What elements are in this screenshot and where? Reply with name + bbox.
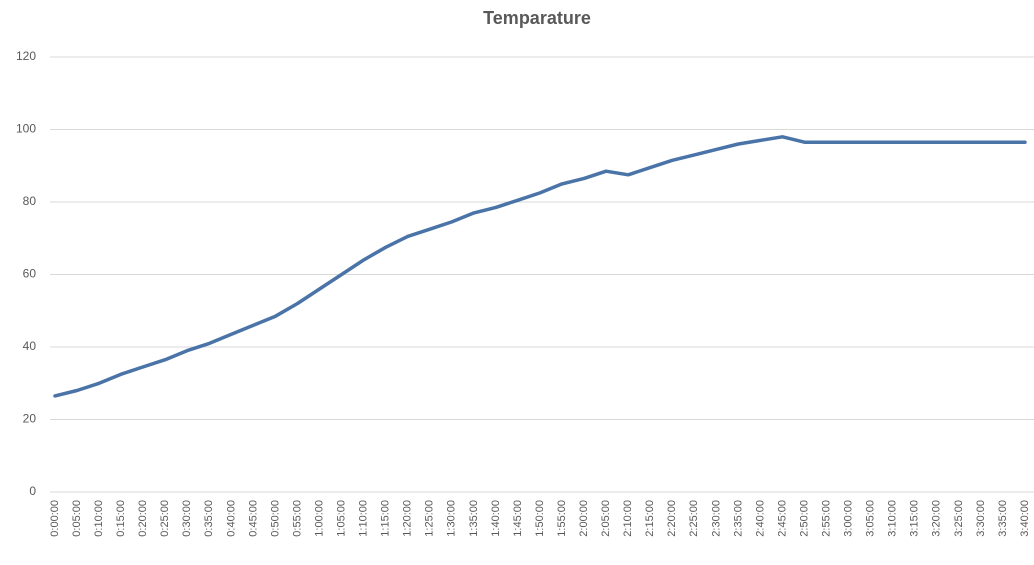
x-tick-label: 0:40:00 <box>225 500 237 537</box>
y-tick-label: 120 <box>16 49 36 63</box>
x-tick-label: 1:25:00 <box>424 500 436 537</box>
x-tick-label: 2:55:00 <box>820 500 832 537</box>
x-tick-label: 1:35:00 <box>468 500 480 537</box>
x-tick-label: 3:10:00 <box>887 500 899 537</box>
x-tick-label: 2:10:00 <box>622 500 634 537</box>
x-tick-label: 2:45:00 <box>776 500 788 537</box>
x-tick-label: 0:00:00 <box>49 500 61 537</box>
x-tick-label: 2:50:00 <box>798 500 810 537</box>
x-tick-label: 3:40:00 <box>1019 500 1031 537</box>
x-tick-label: 2:25:00 <box>688 500 700 537</box>
x-tick-label: 3:35:00 <box>997 500 1009 537</box>
x-tick-label: 0:55:00 <box>291 500 303 537</box>
data-line <box>53 135 1027 398</box>
chart-title: Temparature <box>483 8 591 28</box>
x-tick-label: 3:15:00 <box>909 500 921 537</box>
x-tick-label: 0:05:00 <box>71 500 83 537</box>
x-tick-label: 0:25:00 <box>159 500 171 537</box>
y-tick-label: 40 <box>23 339 37 353</box>
x-tick-label: 2:15:00 <box>644 500 656 537</box>
y-tick-label: 20 <box>23 412 37 426</box>
y-tick-label: 0 <box>29 484 36 498</box>
x-tick-label: 0:20:00 <box>137 500 149 537</box>
y-tick-label: 100 <box>16 122 36 136</box>
x-tick-label: 1:05:00 <box>335 500 347 537</box>
x-tick-label: 2:05:00 <box>600 500 612 537</box>
x-tick-label: 0:30:00 <box>181 500 193 537</box>
x-tick-label: 0:35:00 <box>203 500 215 537</box>
x-tick-label: 1:15:00 <box>380 500 392 537</box>
x-tick-label: 2:20:00 <box>666 500 678 537</box>
x-tick-label: 3:05:00 <box>865 500 877 537</box>
y-tick-label: 60 <box>23 267 37 281</box>
x-tick-label: 1:50:00 <box>534 500 546 537</box>
x-tick-label: 1:20:00 <box>402 500 414 537</box>
x-tick-label: 1:45:00 <box>512 500 524 537</box>
x-tick-label: 0:50:00 <box>269 500 281 537</box>
x-tick-label: 2:30:00 <box>710 500 722 537</box>
x-tick-label: 1:40:00 <box>490 500 502 537</box>
x-tick-label: 1:00:00 <box>313 500 325 537</box>
x-tick-label: 3:25:00 <box>953 500 965 537</box>
x-tick-label: 3:30:00 <box>975 500 987 537</box>
x-tick-label: 0:15:00 <box>115 500 127 537</box>
x-tick-label: 1:30:00 <box>446 500 458 537</box>
x-tick-label: 0:45:00 <box>247 500 259 537</box>
x-tick-label: 2:35:00 <box>732 500 744 537</box>
x-tick-label: 1:10:00 <box>358 500 370 537</box>
x-tick-label: 0:10:00 <box>93 500 105 537</box>
x-tick-label: 3:20:00 <box>931 500 943 537</box>
x-tick-label: 3:00:00 <box>843 500 855 537</box>
y-tick-label: 80 <box>23 194 37 208</box>
x-tick-label: 2:00:00 <box>578 500 590 537</box>
x-tick-label: 2:40:00 <box>754 500 766 537</box>
x-tick-label: 1:55:00 <box>556 500 568 537</box>
